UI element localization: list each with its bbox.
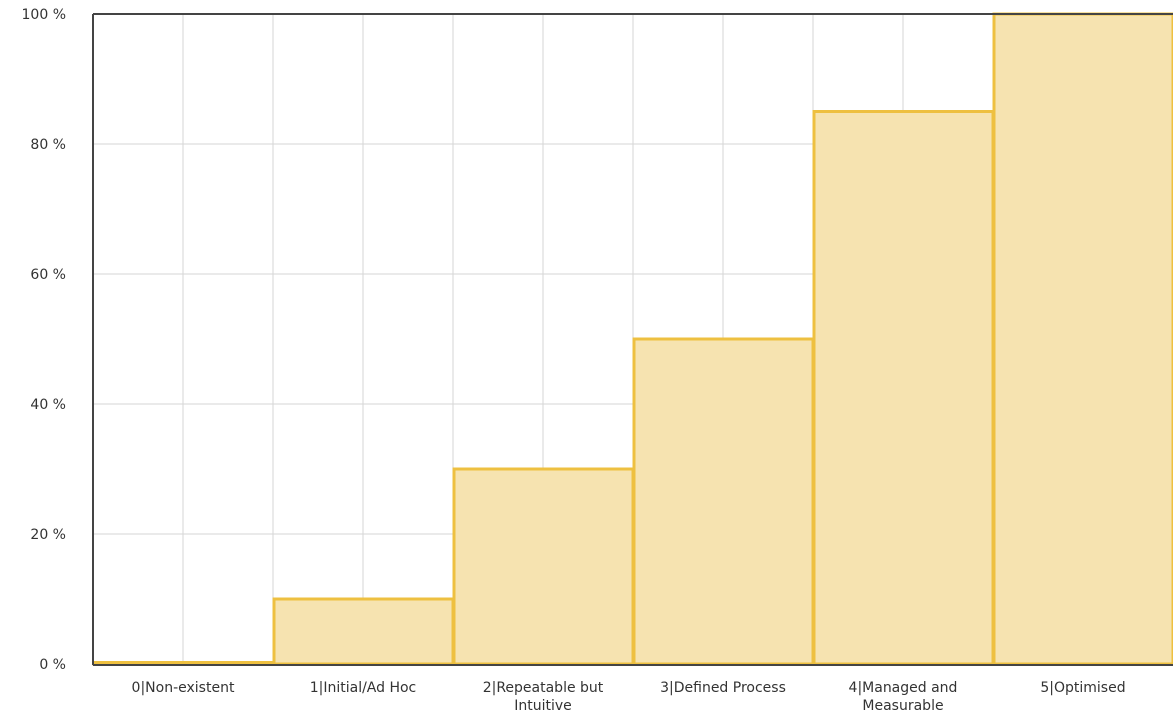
step-bar — [272, 597, 455, 666]
step-bar — [452, 467, 635, 666]
x-category-label: 5|Optimised — [1040, 680, 1125, 696]
step-bar — [812, 110, 995, 666]
step-bar — [632, 337, 815, 666]
x-axis-category-labels: 0|Non-existent 1|Initial/Ad Hoc 2|Repeatab… — [132, 680, 1126, 714]
y-tick-label: 60 % — [30, 267, 66, 283]
y-tick-label: 0 % — [39, 657, 66, 673]
x-category-label-line: Intuitive — [514, 698, 572, 714]
y-tick-label: 80 % — [30, 137, 66, 153]
step-bar — [992, 12, 1173, 666]
x-category-label-line: 0|Non-existent — [132, 680, 235, 696]
x-category-label: 4|Managed and Measurable — [849, 680, 958, 714]
y-tick-label: 40 % — [30, 397, 66, 413]
x-category-label-line: 4|Managed and — [849, 680, 958, 696]
y-tick-label: 20 % — [30, 527, 66, 543]
x-category-label: 0|Non-existent — [132, 680, 235, 696]
step-bar — [92, 661, 275, 666]
y-tick-label: 100 % — [22, 7, 66, 23]
x-category-label-line: 2|Repeatable but — [483, 680, 604, 696]
x-category-label: 2|Repeatable but Intuitive — [483, 680, 604, 714]
step-bars — [92, 12, 1173, 666]
x-category-label-line: Measurable — [862, 698, 943, 714]
x-category-label: 1|Initial/Ad Hoc — [310, 680, 417, 696]
x-category-label-line: 5|Optimised — [1040, 680, 1125, 696]
x-category-label: 3|Defined Process — [660, 680, 786, 696]
axes — [92, 13, 1173, 666]
x-category-label-line: 3|Defined Process — [660, 680, 786, 696]
x-category-label-line: 1|Initial/Ad Hoc — [310, 680, 417, 696]
y-axis-tick-labels: 0 % 20 % 40 % 60 % 80 % 100 % — [22, 7, 66, 673]
